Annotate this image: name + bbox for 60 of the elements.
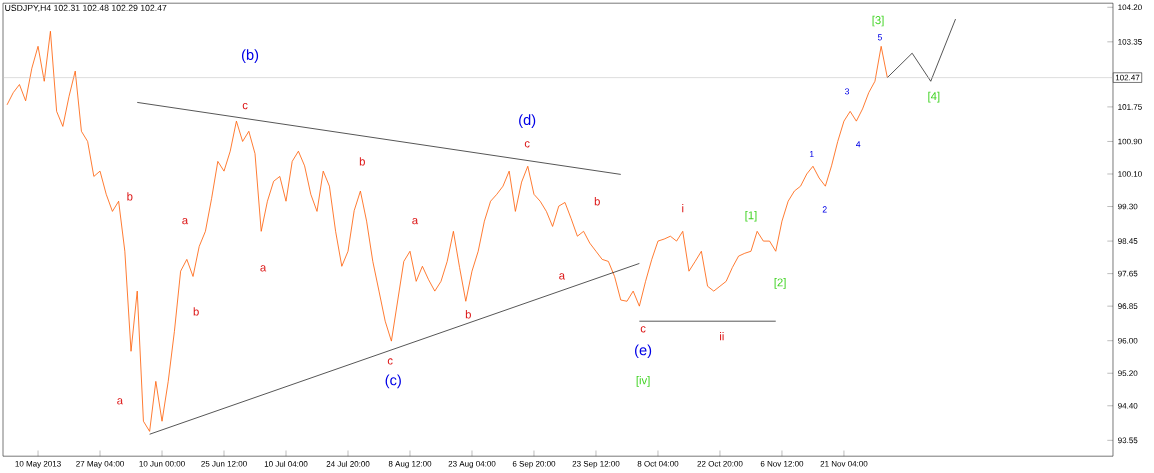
x-tick-label: 8 Oct 04:00	[637, 461, 679, 467]
annotation: (c)	[385, 374, 401, 389]
annotation: (d)	[519, 114, 536, 129]
annotation: c	[242, 103, 248, 110]
chart-title: USDJPY,H4 102.31 102.48 102.29 102.47	[5, 5, 167, 13]
y-tick-label: 95.20	[1118, 370, 1138, 377]
x-tick-label: 10 Jun 00:00	[139, 461, 185, 467]
annotation: b	[465, 310, 471, 319]
annotation: i	[682, 204, 684, 213]
y-tick-label: 97.65	[1118, 270, 1138, 277]
annotation: 2	[822, 206, 827, 213]
y-tick-label: 96.85	[1118, 303, 1138, 310]
ref-line-label: 102.47	[1115, 74, 1140, 81]
y-tick-label: 100.90	[1118, 138, 1142, 145]
y-tick-label: 98.45	[1118, 238, 1138, 245]
annotation: a	[559, 273, 566, 280]
x-tick-label: 25 Jun 12:00	[201, 461, 247, 467]
annotation: c	[640, 326, 646, 333]
y-tick-label: 101.75	[1118, 104, 1142, 110]
x-tick-label: 23 Aug 04:00	[448, 461, 496, 469]
x-tick-label: 8 Aug 12:00	[388, 461, 432, 469]
y-tick-label: 96.00	[1118, 338, 1138, 344]
y-tick-label: 100.10	[1118, 171, 1142, 178]
y-tick-label: 94.40	[1118, 403, 1138, 409]
x-tick-label: 23 Sep 12:00	[572, 461, 620, 469]
x-tick-label: 10 Jul 04:00	[264, 461, 308, 467]
annotation: c	[524, 141, 530, 148]
annotation: a	[412, 218, 419, 225]
x-tick-label: 21 Nov 04:00	[820, 461, 868, 467]
annotation: 3	[844, 88, 850, 95]
y-tick-label: 103.35	[1118, 39, 1142, 45]
annotation: (e)	[635, 344, 652, 359]
y-tick-label: 93.55	[1118, 437, 1138, 444]
y-tick-label: 99.30	[1118, 203, 1138, 210]
annotation: b	[594, 197, 600, 206]
annotation: [2]	[774, 278, 786, 289]
annotation: b	[359, 157, 365, 166]
annotation: b	[193, 307, 199, 316]
annotation: a	[260, 265, 267, 272]
x-tick-label: 6 Nov 12:00	[760, 461, 804, 467]
x-tick-label: 27 May 04:00	[76, 461, 124, 469]
annotation: 4	[856, 141, 861, 148]
x-tick-label: 22 Oct 20:00	[697, 461, 743, 467]
annotation: 5	[877, 34, 882, 41]
annotation: c	[387, 358, 393, 365]
x-tick-label: 24 Jul 20:00	[326, 461, 370, 467]
line-series	[887, 18, 956, 82]
x-tick-label: 10 May 2013	[15, 461, 61, 469]
annotation: [3]	[872, 16, 884, 27]
annotation: b	[127, 192, 133, 201]
annotation: (b)	[241, 49, 259, 64]
annotation: a	[117, 398, 124, 405]
annotation: [4]	[928, 92, 940, 103]
y-tick-label: 104.20	[1118, 4, 1142, 11]
annotation: a	[182, 218, 189, 225]
annotation: ii	[720, 332, 724, 341]
annotation: [iv]	[636, 376, 650, 387]
x-tick-label: 6 Sep 20:00	[512, 461, 556, 469]
annotation: 1	[809, 151, 814, 158]
annotation: [1]	[745, 211, 757, 222]
